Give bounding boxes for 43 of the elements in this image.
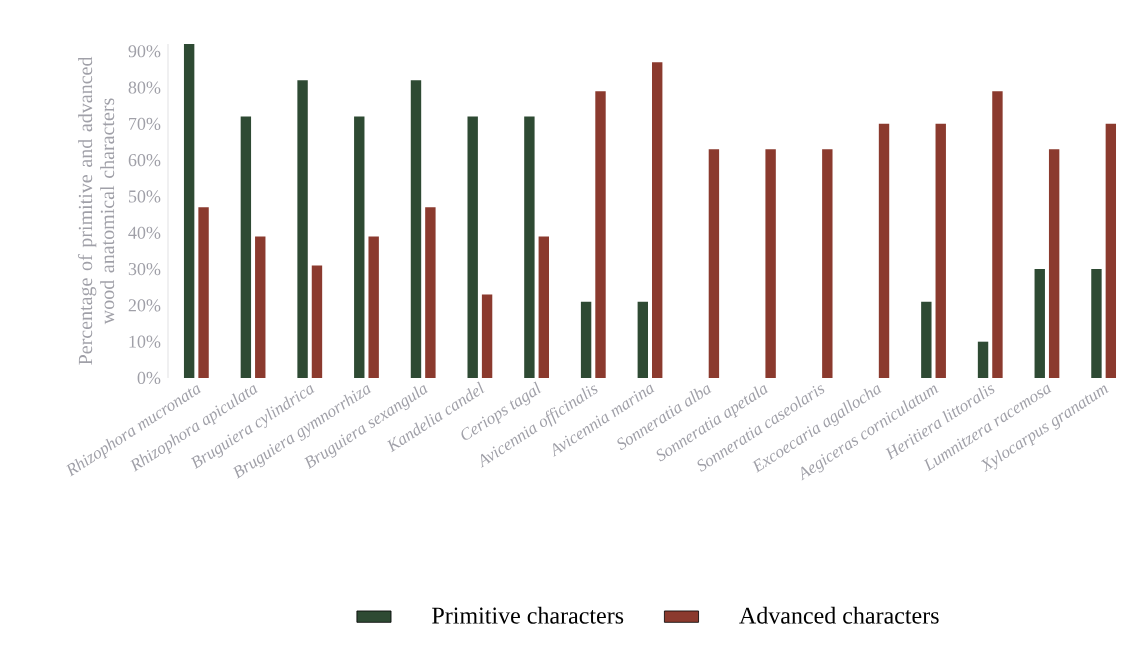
y-tick-label: 60% bbox=[128, 154, 161, 167]
bar bbox=[524, 116, 535, 378]
y-tick-label: 0% bbox=[137, 371, 161, 385]
y-tick-label: 40% bbox=[128, 226, 161, 239]
bar bbox=[878, 123, 890, 378]
bar bbox=[198, 207, 209, 378]
y-tick-label: 30% bbox=[128, 262, 161, 276]
bar bbox=[1105, 123, 1117, 378]
legend-label: Advanced characters bbox=[739, 606, 939, 624]
bar bbox=[992, 91, 1003, 378]
y-tick-label: 20% bbox=[128, 299, 161, 312]
bar bbox=[765, 149, 776, 378]
bar bbox=[183, 43, 195, 378]
bar bbox=[410, 80, 422, 378]
bar bbox=[368, 236, 379, 378]
bar bbox=[467, 116, 478, 378]
bar bbox=[921, 301, 932, 378]
bar bbox=[580, 301, 592, 378]
bar bbox=[652, 62, 663, 378]
legend-label: Primitive characters bbox=[432, 606, 624, 624]
bar bbox=[708, 149, 720, 378]
y-tick-label: 10% bbox=[129, 335, 161, 348]
bar bbox=[240, 116, 252, 378]
bar bbox=[425, 207, 436, 378]
bar bbox=[935, 123, 946, 378]
bar bbox=[297, 80, 308, 378]
y-tick-label: 80% bbox=[128, 81, 161, 94]
bar bbox=[1048, 149, 1060, 378]
bar bbox=[1034, 269, 1045, 378]
bar bbox=[255, 236, 266, 378]
bar bbox=[538, 236, 549, 378]
bar bbox=[481, 294, 493, 378]
bar bbox=[1091, 269, 1102, 378]
bar bbox=[311, 265, 323, 378]
bar bbox=[595, 91, 606, 378]
y-tick-label: 50% bbox=[128, 190, 161, 203]
bar bbox=[637, 301, 649, 378]
y-axis-title: Percentage of primitive and advanced wood anatomical characters bbox=[77, 56, 115, 365]
y-tick-label: 70% bbox=[129, 117, 161, 130]
bar bbox=[977, 341, 989, 378]
y-tick-label: 90% bbox=[128, 45, 161, 58]
bar bbox=[354, 116, 365, 378]
bar bbox=[822, 149, 833, 378]
